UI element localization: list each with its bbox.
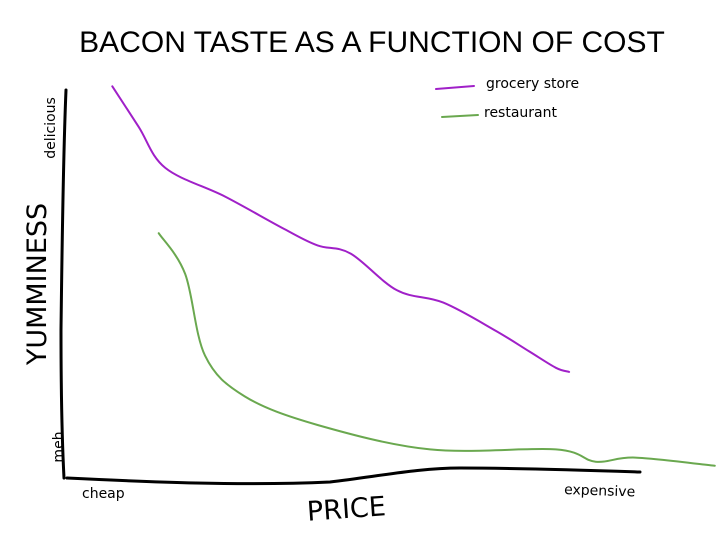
y-tick-label-top: delicious xyxy=(43,97,59,159)
series-layer xyxy=(111,85,716,467)
y-axis-label: YUMMINESS xyxy=(22,203,53,366)
legend: grocery store restaurant xyxy=(435,76,579,121)
series-line-restaurant xyxy=(157,232,716,467)
x-tick-label-left: cheap xyxy=(82,486,125,502)
y-tick-label-bottom: meh xyxy=(51,431,67,462)
x-tick-label-right: expensive xyxy=(564,482,636,500)
x-axis-line xyxy=(65,466,642,486)
series-line-grocery-store xyxy=(111,85,571,373)
y-axis-line xyxy=(59,88,68,480)
legend-swatch-restaurant xyxy=(441,114,479,118)
chart-title: BACON TASTE AS A FUNCTION OF COST xyxy=(79,26,665,59)
legend-swatch-grocery-store xyxy=(435,85,475,90)
legend-label-grocery-store: grocery store xyxy=(486,76,579,92)
legend-label-restaurant: restaurant xyxy=(484,105,558,121)
x-axis-label: PRICE xyxy=(306,491,387,527)
